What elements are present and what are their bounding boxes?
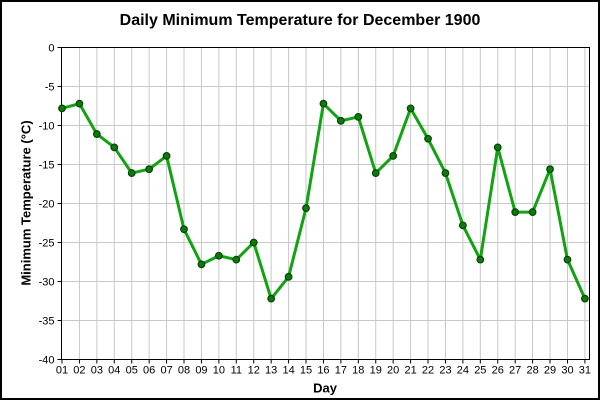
data-point-30 <box>563 255 572 264</box>
x-tick-label: 10 <box>213 365 225 377</box>
x-tick-label: 09 <box>195 365 207 377</box>
x-tick-label: 08 <box>178 365 190 377</box>
data-point-18 <box>354 113 363 121</box>
data-point-12 <box>249 238 258 247</box>
data-point-24 <box>458 221 467 230</box>
y-tick-label: -10 <box>39 121 55 133</box>
x-tick-label: 15 <box>300 365 312 377</box>
data-point-26 <box>493 143 502 152</box>
data-point-19 <box>371 169 380 177</box>
data-point-28 <box>528 208 537 216</box>
chart-title: Daily Minimum Temperature for December 1… <box>119 12 481 29</box>
data-point-31 <box>581 294 589 303</box>
data-point-21 <box>406 104 415 113</box>
data-point-10 <box>214 251 223 260</box>
x-tick-label: 23 <box>439 365 451 377</box>
data-point-07 <box>162 152 171 160</box>
x-axis-label: Day <box>313 380 337 396</box>
x-tick-label: 18 <box>352 365 364 377</box>
x-tick-label: 29 <box>544 365 556 377</box>
y-axis-label: Minimum Temperature (°C) <box>18 120 34 286</box>
x-tick-label: 06 <box>143 365 155 377</box>
x-tick-label: 28 <box>526 365 538 377</box>
x-tick-label: 27 <box>509 365 521 377</box>
data-point-05 <box>127 169 136 177</box>
x-tick-label: 17 <box>335 365 347 377</box>
y-tick-label: -40 <box>39 355 55 367</box>
data-point-22 <box>424 134 432 143</box>
x-tick-label: 11 <box>231 365 242 377</box>
x-tick-label: 14 <box>282 365 294 377</box>
y-tick-label: -15 <box>39 160 55 172</box>
data-point-27 <box>511 208 520 216</box>
x-tick-label: 02 <box>73 365 85 377</box>
y-tick-label: -30 <box>39 277 55 289</box>
data-point-17 <box>336 116 345 125</box>
x-tick-label: 12 <box>248 365 260 377</box>
y-tick-label: -5 <box>45 82 55 94</box>
y-tick-label: 0 <box>48 43 54 55</box>
data-point-02 <box>75 99 84 108</box>
data-point-25 <box>476 255 485 264</box>
data-point-06 <box>145 165 154 174</box>
data-point-20 <box>389 152 398 160</box>
x-tick-label: 31 <box>579 365 591 377</box>
y-tick-label: -25 <box>39 238 55 250</box>
x-tick-label: 01 <box>56 365 68 377</box>
data-point-01 <box>58 104 66 113</box>
x-tick-label: 07 <box>160 365 172 377</box>
y-tick-label: -20 <box>39 199 55 211</box>
x-tick-label: 16 <box>317 365 329 377</box>
data-point-08 <box>180 225 188 234</box>
data-point-23 <box>441 169 450 177</box>
x-tick-label: 21 <box>404 365 416 377</box>
data-point-03 <box>92 130 101 138</box>
x-tick-label: 20 <box>387 365 399 377</box>
x-tick-label: 19 <box>370 365 382 377</box>
x-tick-label: 30 <box>561 365 573 377</box>
x-tick-label: 22 <box>422 365 434 377</box>
x-tick-label: 25 <box>474 365 486 377</box>
data-point-29 <box>546 165 554 174</box>
data-point-16 <box>319 99 328 108</box>
y-tick-label: -35 <box>39 316 55 328</box>
data-point-13 <box>267 294 276 303</box>
x-tick-label: 13 <box>265 365 277 377</box>
data-point-04 <box>110 143 119 152</box>
x-tick-label: 03 <box>91 365 103 377</box>
x-tick-label: 04 <box>108 365 120 377</box>
x-tick-label: 26 <box>492 365 504 377</box>
data-point-15 <box>302 204 310 213</box>
data-point-09 <box>197 260 206 269</box>
data-point-11 <box>232 255 241 264</box>
data-point-14 <box>284 272 293 281</box>
x-tick-label: 24 <box>457 365 469 377</box>
x-tick-label: 05 <box>126 365 138 377</box>
